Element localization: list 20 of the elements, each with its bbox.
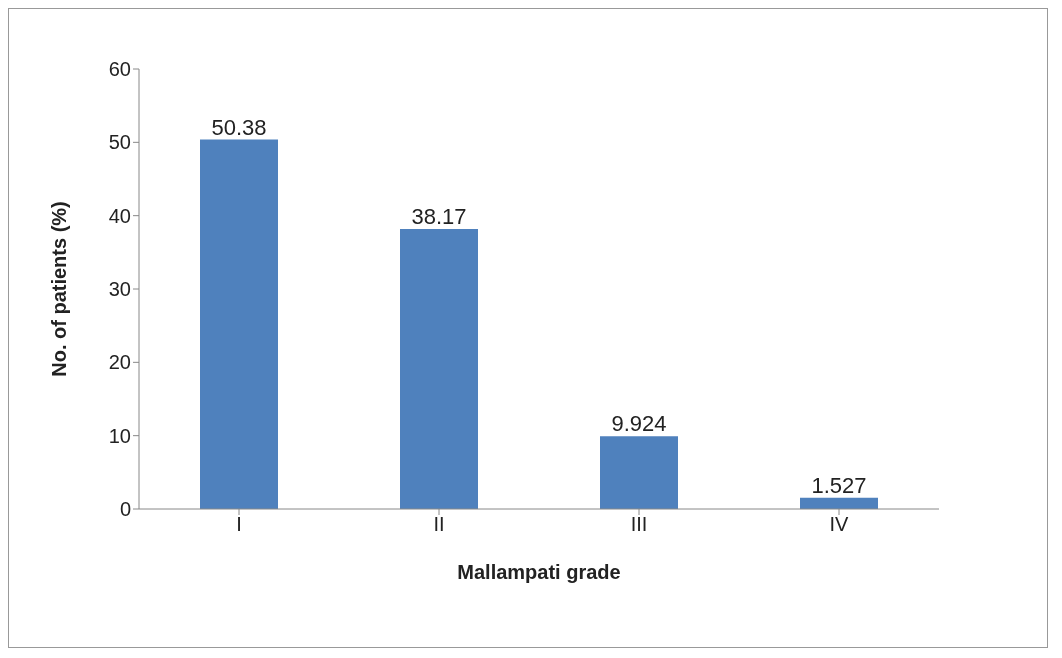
- bar: [400, 229, 478, 509]
- x-axis-title: Mallampati grade: [457, 561, 621, 583]
- data-label: 9.924: [611, 411, 667, 437]
- y-tick-label: 0: [119, 498, 131, 521]
- x-tick-label: III: [630, 513, 648, 536]
- y-tick-label: 50: [108, 131, 131, 154]
- bar: [200, 139, 278, 509]
- data-label: 50.38: [211, 114, 267, 140]
- x-tick-label: IV: [829, 513, 850, 536]
- y-axis-title: No. of patients (%): [48, 201, 71, 377]
- y-tick-label: 40: [108, 204, 131, 227]
- y-tick-label: 10: [108, 424, 131, 447]
- data-label: 1.527: [811, 472, 867, 498]
- y-tick-label: 60: [108, 58, 131, 81]
- x-tick-label: I: [236, 513, 242, 536]
- y-tick-label: 30: [108, 278, 131, 301]
- x-tick-label: II: [433, 513, 445, 536]
- data-label: 38.17: [411, 204, 467, 230]
- bar: [600, 436, 678, 509]
- y-tick-label: 20: [108, 351, 131, 374]
